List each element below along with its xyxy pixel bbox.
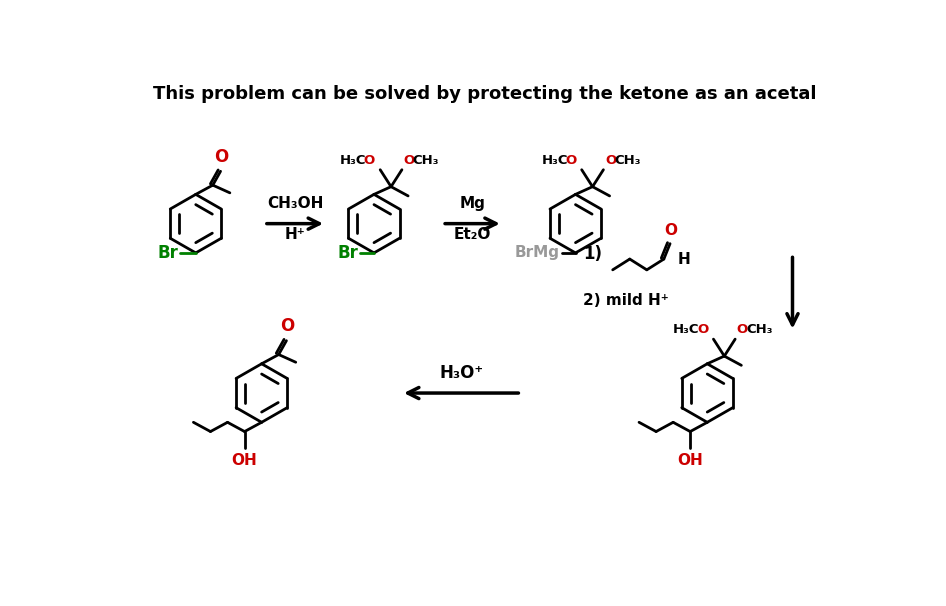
Text: 1): 1) — [584, 245, 603, 264]
Text: H₃C: H₃C — [340, 154, 366, 167]
Text: O: O — [604, 154, 616, 167]
Text: This problem can be solved by protecting the ketone as an acetal: This problem can be solved by protecting… — [153, 85, 816, 103]
Text: H₃O⁺: H₃O⁺ — [439, 364, 483, 382]
Text: OH: OH — [677, 453, 703, 468]
Text: H⁺: H⁺ — [285, 227, 306, 242]
Text: 2) mild H⁺: 2) mild H⁺ — [584, 293, 669, 308]
Text: O: O — [280, 318, 294, 335]
Text: Mg: Mg — [460, 196, 485, 211]
Text: CH₃OH: CH₃OH — [267, 196, 324, 211]
Text: CH₃: CH₃ — [614, 154, 640, 167]
Text: O: O — [737, 324, 748, 336]
Text: O: O — [565, 154, 576, 167]
Text: O: O — [363, 154, 375, 167]
Text: O: O — [697, 324, 709, 336]
Text: H₃C: H₃C — [673, 324, 700, 336]
Text: OH: OH — [232, 453, 257, 468]
Text: Et₂O: Et₂O — [454, 227, 491, 242]
Text: CH₃: CH₃ — [412, 154, 439, 167]
Text: O: O — [403, 154, 414, 167]
Text: BrMg: BrMg — [515, 245, 560, 261]
Text: Br: Br — [158, 244, 179, 262]
Text: O: O — [214, 148, 228, 166]
Text: CH₃: CH₃ — [746, 324, 773, 336]
Text: H₃C: H₃C — [541, 154, 568, 167]
Text: Br: Br — [338, 244, 359, 262]
Text: O: O — [664, 223, 677, 238]
Text: H: H — [677, 251, 691, 267]
